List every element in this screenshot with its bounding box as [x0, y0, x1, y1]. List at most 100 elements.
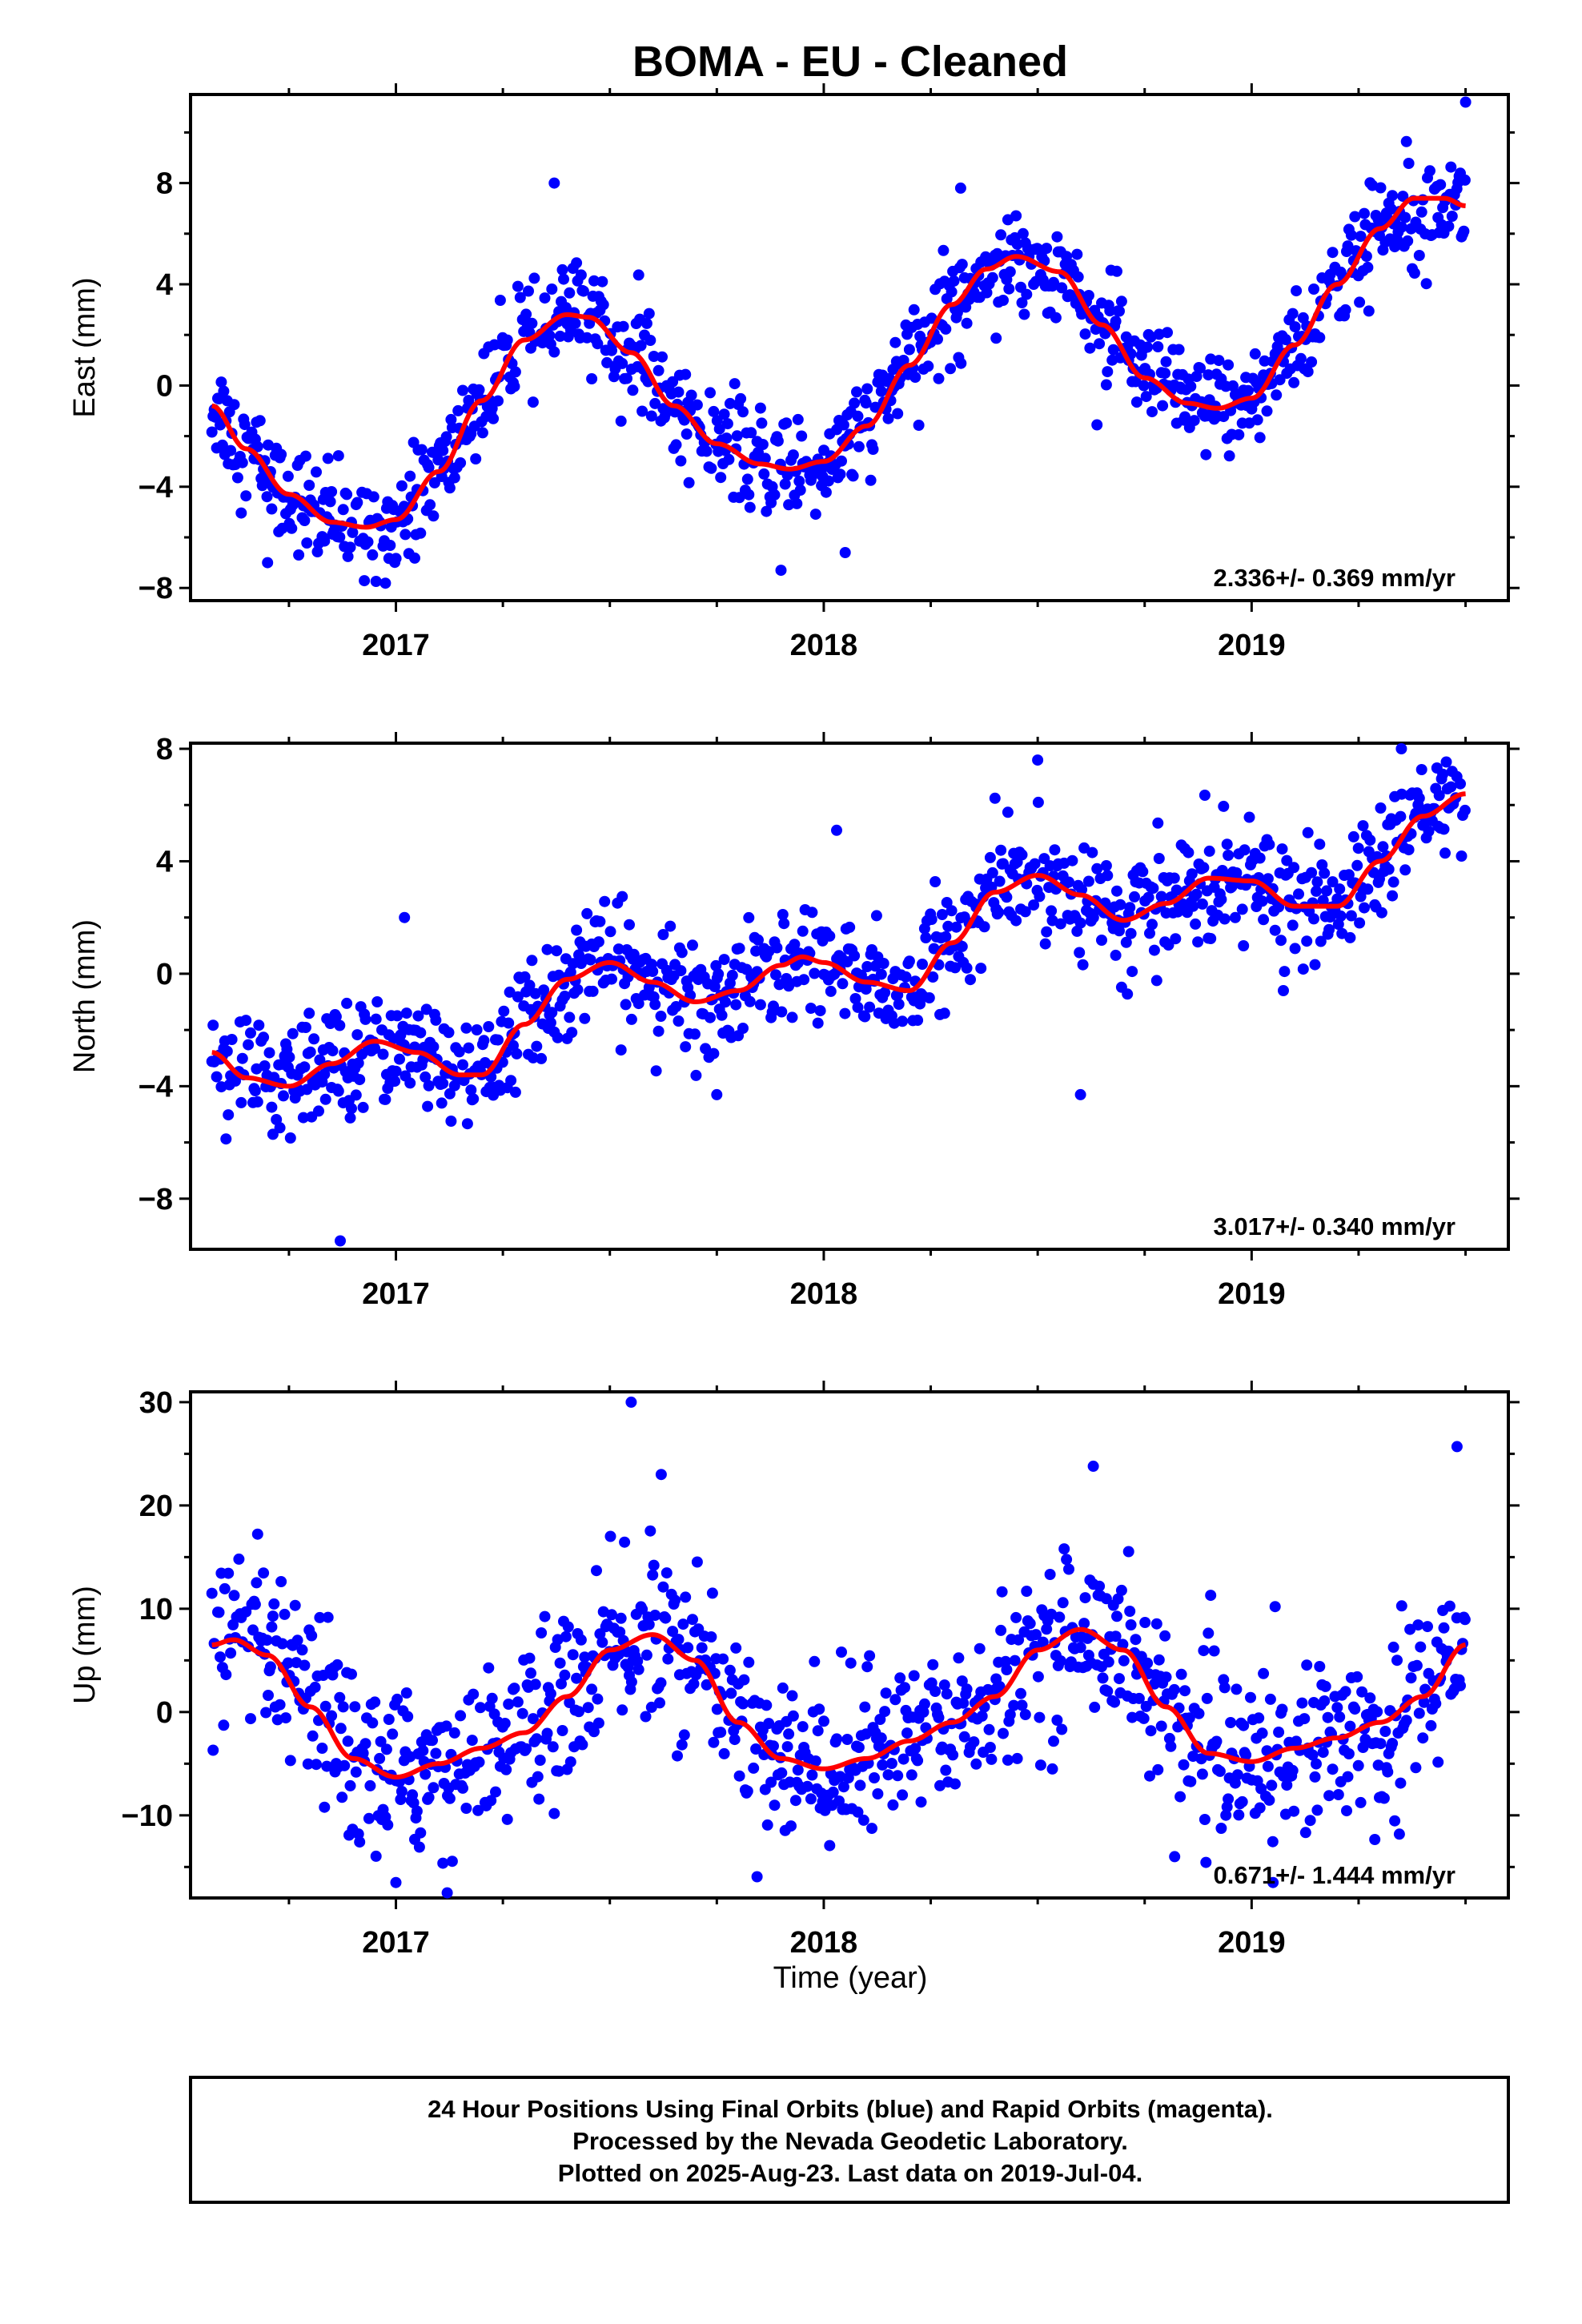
data-point	[750, 1743, 762, 1755]
data-point	[440, 431, 452, 443]
data-point	[276, 1638, 288, 1650]
data-point	[1288, 376, 1300, 388]
data-point	[983, 1723, 995, 1735]
y-tick-label: 8	[156, 167, 173, 201]
data-point	[1344, 931, 1356, 943]
data-point	[897, 1789, 909, 1801]
data-point	[806, 907, 818, 919]
data-point	[940, 931, 952, 943]
data-point	[314, 1054, 326, 1066]
data-point	[357, 1101, 369, 1113]
data-point	[662, 1653, 674, 1665]
data-point	[1057, 1597, 1069, 1609]
data-point	[1037, 1636, 1049, 1648]
data-point	[235, 507, 247, 519]
data-point	[223, 1567, 235, 1579]
data-point	[867, 444, 879, 455]
data-point	[685, 389, 697, 401]
data-point	[615, 1612, 627, 1624]
data-point	[311, 546, 323, 557]
data-point	[1066, 854, 1078, 866]
data-point	[287, 1027, 299, 1039]
data-point	[559, 1669, 571, 1681]
data-point	[938, 244, 950, 256]
y-tick-label: 0	[156, 958, 173, 991]
data-point	[471, 1024, 483, 1035]
data-point	[511, 1047, 523, 1059]
data-point	[715, 1727, 727, 1739]
data-point	[1243, 811, 1255, 823]
data-point	[444, 1088, 456, 1100]
data-point	[283, 1051, 295, 1063]
data-point	[665, 920, 677, 932]
data-point	[1102, 870, 1114, 882]
data-point	[428, 1782, 440, 1794]
data-point	[892, 408, 904, 420]
data-point	[1168, 1683, 1180, 1695]
data-point	[1288, 1805, 1300, 1817]
data-point	[656, 351, 668, 363]
data-point	[364, 1779, 376, 1791]
data-point	[730, 999, 742, 1011]
data-point	[769, 1799, 781, 1811]
data-point	[1201, 1692, 1213, 1704]
data-point	[1271, 389, 1283, 401]
data-point	[498, 1005, 510, 1017]
data-point	[701, 445, 713, 457]
data-point	[1425, 1719, 1437, 1731]
data-point	[995, 229, 1007, 241]
data-point	[363, 1812, 375, 1824]
data-point	[369, 1043, 381, 1055]
data-point	[723, 453, 735, 465]
data-point	[1435, 179, 1447, 191]
data-point	[1319, 1695, 1331, 1707]
data-point	[243, 1039, 255, 1051]
data-point	[576, 1739, 588, 1751]
data-point	[1387, 1641, 1399, 1653]
data-point	[619, 1536, 631, 1548]
data-point	[216, 439, 228, 451]
data-point	[428, 510, 440, 522]
data-point	[994, 875, 1006, 887]
data-point	[644, 1525, 656, 1537]
data-point	[745, 427, 757, 439]
data-point	[1263, 1794, 1275, 1806]
data-point	[672, 1750, 683, 1762]
data-point	[336, 1791, 348, 1803]
data-point	[319, 1801, 331, 1813]
data-point	[956, 259, 968, 271]
data-point	[700, 1043, 712, 1055]
data-point	[1309, 959, 1321, 971]
data-point	[1395, 221, 1407, 233]
data-point	[1063, 876, 1074, 888]
data-point	[718, 954, 730, 966]
data-point	[1203, 369, 1215, 381]
data-point	[787, 449, 799, 461]
data-point-outlier	[399, 911, 411, 923]
data-point	[1321, 885, 1333, 897]
data-point	[531, 1040, 543, 1052]
data-point	[215, 376, 227, 388]
x-tick-label: 2018	[790, 1926, 858, 1960]
data-point	[230, 1075, 241, 1087]
data-point	[1236, 903, 1248, 915]
data-point	[1203, 1627, 1215, 1639]
data-point	[1041, 243, 1053, 255]
data-point	[400, 529, 412, 541]
data-point	[1413, 792, 1425, 804]
data-point	[1054, 918, 1066, 930]
data-point	[303, 480, 315, 491]
data-point	[909, 372, 921, 383]
data-point	[528, 272, 540, 284]
data-point	[866, 1823, 877, 1835]
data-point	[842, 1772, 854, 1783]
data-point	[492, 395, 504, 407]
data-point	[367, 491, 379, 503]
data-point	[691, 399, 703, 411]
data-point	[769, 489, 781, 501]
data-point	[849, 993, 861, 1004]
data-point	[460, 1803, 472, 1814]
data-point	[754, 999, 766, 1011]
data-point	[571, 924, 583, 936]
data-point	[437, 1857, 449, 1869]
